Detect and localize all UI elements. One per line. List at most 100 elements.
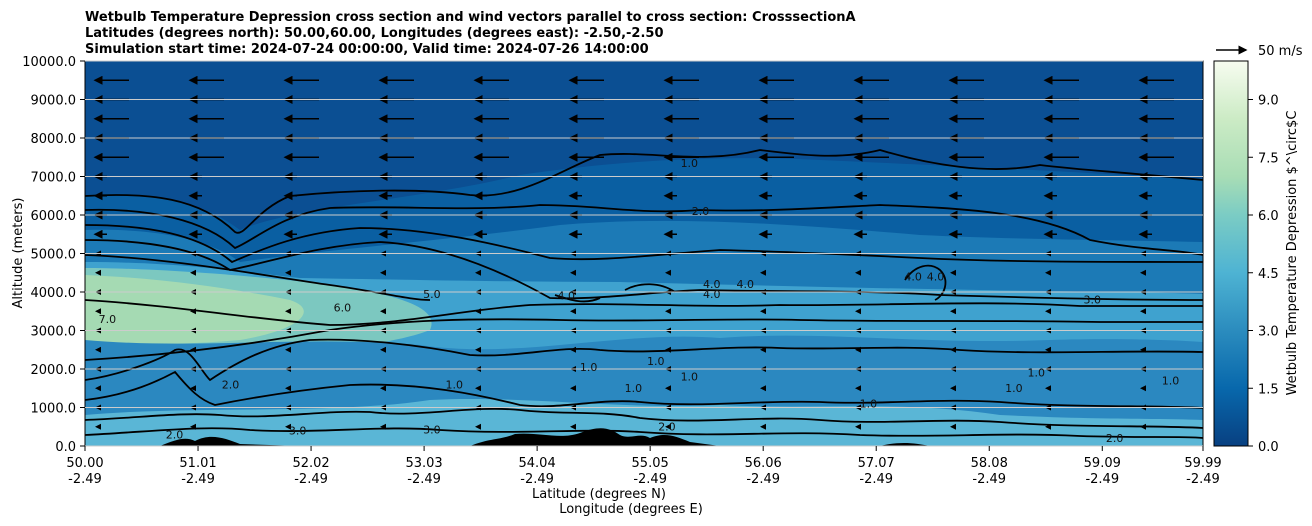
contour-label: 1.0: [446, 378, 464, 391]
x-tick-label-lon: -2.49: [181, 472, 215, 487]
contour-label: 3.0: [289, 424, 307, 437]
wind-key-label: 50 m/s: [1258, 44, 1303, 59]
contour-label: 4.0: [703, 288, 721, 301]
wind-vector: [95, 346, 101, 353]
contour-label: 6.0: [334, 301, 352, 314]
contour-line-1: [85, 204, 1203, 256]
y-tick-label: 2000.0: [31, 363, 77, 378]
x-tick-label-lon: -2.49: [68, 472, 102, 487]
contour-line-2: [85, 224, 1203, 264]
x-tick-label-lat: 53.03: [405, 456, 442, 471]
contour-label: 3.0: [423, 423, 441, 436]
contour-label: 2.0: [166, 428, 184, 441]
colorbar-tick-label: 9.0: [1258, 94, 1279, 109]
contour-label: 2.0: [692, 205, 710, 218]
contour-label: 1.0: [1162, 374, 1180, 387]
contour-label: 1.0: [681, 371, 699, 384]
wind-vector: [1140, 423, 1146, 430]
x-tick-label-lat: 56.06: [745, 456, 782, 471]
contour-label: 4.0: [703, 278, 721, 291]
x-axis-label-lat: Latitude (degrees N): [532, 487, 666, 502]
wind-vector: [760, 385, 766, 392]
wind-vector: [380, 385, 386, 392]
contour-label: 4.0: [557, 290, 575, 303]
wind-vector: [665, 308, 671, 315]
terrain: [85, 428, 930, 446]
colorbar-tick-label: 3.0: [1258, 325, 1279, 340]
wind-vector: [665, 346, 671, 353]
contour-label: 4.0: [904, 270, 922, 283]
contour-label: 1.0: [681, 157, 699, 170]
wind-vector: [1045, 423, 1051, 430]
contour-line-8: [85, 370, 1203, 409]
colorbar: [1213, 60, 1249, 447]
contour-label: 4.0: [927, 270, 945, 283]
contour-label: 1.0: [860, 398, 878, 411]
colorbar-tick-label: 0.0: [1258, 440, 1279, 455]
contour-line-0: [85, 149, 1203, 234]
wind-vector: [190, 385, 196, 392]
colorbar-tick-label: 7.5: [1258, 151, 1279, 166]
wind-vector: [285, 346, 291, 353]
wind-vector: [285, 385, 291, 392]
x-tick-label-lon: -2.49: [633, 472, 667, 487]
wind-vector: [475, 269, 481, 276]
field-band-near-surface: [85, 398, 1203, 446]
wind-vector: [380, 423, 386, 430]
y-tick-label: 8000.0: [31, 132, 77, 147]
wind-vector: [1140, 346, 1146, 353]
contour-lines: [85, 149, 1203, 439]
wind-vector: [950, 346, 956, 353]
wind-vector: [285, 308, 291, 315]
title-line-3: Simulation start time: 2024-07-24 00:00:…: [85, 42, 649, 57]
x-tick-label-lon: -2.49: [407, 472, 441, 487]
wind-vector: [95, 308, 101, 315]
y-tick-label: 1000.0: [31, 402, 77, 417]
y-tick-label: 0.0: [55, 440, 76, 455]
colorbar-tick-label: 6.0: [1258, 209, 1279, 224]
contour-line-12: [904, 264, 947, 301]
y-tick-label: 6000.0: [31, 209, 77, 224]
wind-vector: [190, 346, 196, 353]
title-line-2: Latitudes (degrees north): 50.00,60.00, …: [85, 26, 664, 41]
y-tick-label: 4000.0: [31, 286, 77, 301]
x-tick-label-lat: 57.07: [858, 456, 895, 471]
wind-vector: [570, 346, 576, 353]
wind-vector: [475, 308, 481, 315]
y-axis: 0.0 1000.0 2000.0 3000.0 4000.0 5000.0 6000.0 7…: [22, 55, 1203, 455]
wind-vector: [285, 423, 291, 430]
contour-label: 2.0: [1106, 432, 1124, 445]
wind-vector: [1140, 269, 1146, 276]
colorbar-label: Wetbulb Temperature Depression $^\circ$C: [1285, 111, 1300, 396]
wind-vector: [380, 346, 386, 353]
wind-vector: [570, 308, 576, 315]
x-tick-label-lat: 55.05: [632, 456, 669, 471]
contour-line-10: [85, 427, 1203, 439]
wind-vector: [665, 269, 671, 276]
colorbar-tick-label: 4.5: [1258, 267, 1279, 282]
wind-vector: [760, 269, 766, 276]
contour-line-11: [554, 283, 676, 303]
wind-vector: [190, 308, 196, 315]
y-tick-label: 7000.0: [31, 171, 77, 186]
wind-vector: [665, 423, 671, 430]
x-tick-label-lat: 59.99: [1184, 456, 1221, 471]
wind-vector: [190, 423, 196, 430]
wind-vector: [380, 269, 386, 276]
contour-line-5: [85, 299, 1203, 326]
wind-vector: [1045, 385, 1051, 392]
x-tick-label-lon: -2.49: [294, 472, 328, 487]
contour-label: 1.0: [1028, 367, 1046, 380]
wind-vector: [190, 269, 196, 276]
contour-label: 1.0: [580, 361, 598, 374]
wind-vector: [95, 385, 101, 392]
colorbar-ticks: 0.0 1.5 3.0 4.5 6.0 7.5 9.0: [1248, 94, 1279, 455]
x-tick-label-lon: -2.49: [520, 472, 554, 487]
contour-label: 7.0: [99, 313, 117, 326]
wind-vector: [475, 385, 481, 392]
contour-label: 1.0: [625, 382, 643, 395]
wind-vector: [1045, 308, 1051, 315]
y-tick-label: 3000.0: [31, 325, 77, 340]
contour-label: 2.0: [222, 378, 240, 391]
y-axis-label: Altitude (meters): [11, 198, 26, 309]
